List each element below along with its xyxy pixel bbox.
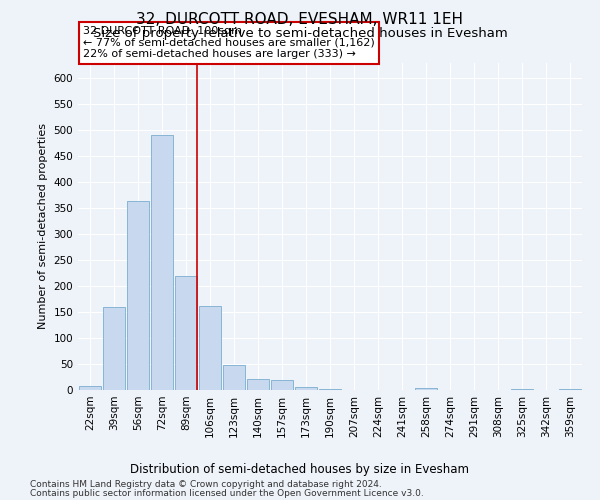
Bar xyxy=(295,388,317,390)
Text: Contains public sector information licensed under the Open Government Licence v3: Contains public sector information licen… xyxy=(30,488,424,498)
Bar xyxy=(103,307,125,390)
Bar xyxy=(79,386,101,390)
Bar xyxy=(127,202,149,390)
Text: 32, DURCOTT ROAD, EVESHAM, WR11 1EH: 32, DURCOTT ROAD, EVESHAM, WR11 1EH xyxy=(137,12,464,28)
Bar xyxy=(511,389,533,390)
Bar xyxy=(271,380,293,390)
Text: 32 DURCOTT ROAD: 100sqm
← 77% of semi-detached houses are smaller (1,162)
22% of: 32 DURCOTT ROAD: 100sqm ← 77% of semi-de… xyxy=(83,26,375,59)
Y-axis label: Number of semi-detached properties: Number of semi-detached properties xyxy=(38,123,48,329)
Bar xyxy=(151,135,173,390)
Text: Distribution of semi-detached houses by size in Evesham: Distribution of semi-detached houses by … xyxy=(131,462,470,475)
Bar xyxy=(199,306,221,390)
Bar xyxy=(415,388,437,390)
Text: Size of property relative to semi-detached houses in Evesham: Size of property relative to semi-detach… xyxy=(92,28,508,40)
Bar xyxy=(319,389,341,390)
Bar xyxy=(223,365,245,390)
Text: Contains HM Land Registry data © Crown copyright and database right 2024.: Contains HM Land Registry data © Crown c… xyxy=(30,480,382,489)
Bar xyxy=(559,389,581,390)
Bar xyxy=(175,276,197,390)
Bar xyxy=(247,379,269,390)
